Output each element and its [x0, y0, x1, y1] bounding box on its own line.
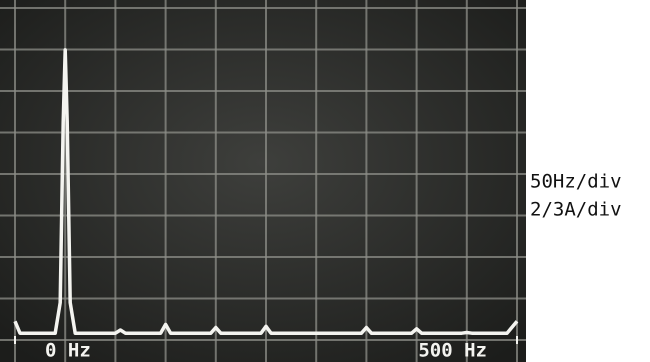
x-tick-label: 500 Hz: [418, 340, 487, 362]
scale-label: 2/3A/div: [530, 199, 622, 221]
scale-label: 50Hz/div: [530, 171, 622, 193]
screen: [0, 0, 526, 362]
spectrum-display: 50Hz/div 2/3A/div 0 Hz 500 Hz: [0, 0, 650, 362]
x-tick-label: 0 Hz: [45, 340, 91, 362]
